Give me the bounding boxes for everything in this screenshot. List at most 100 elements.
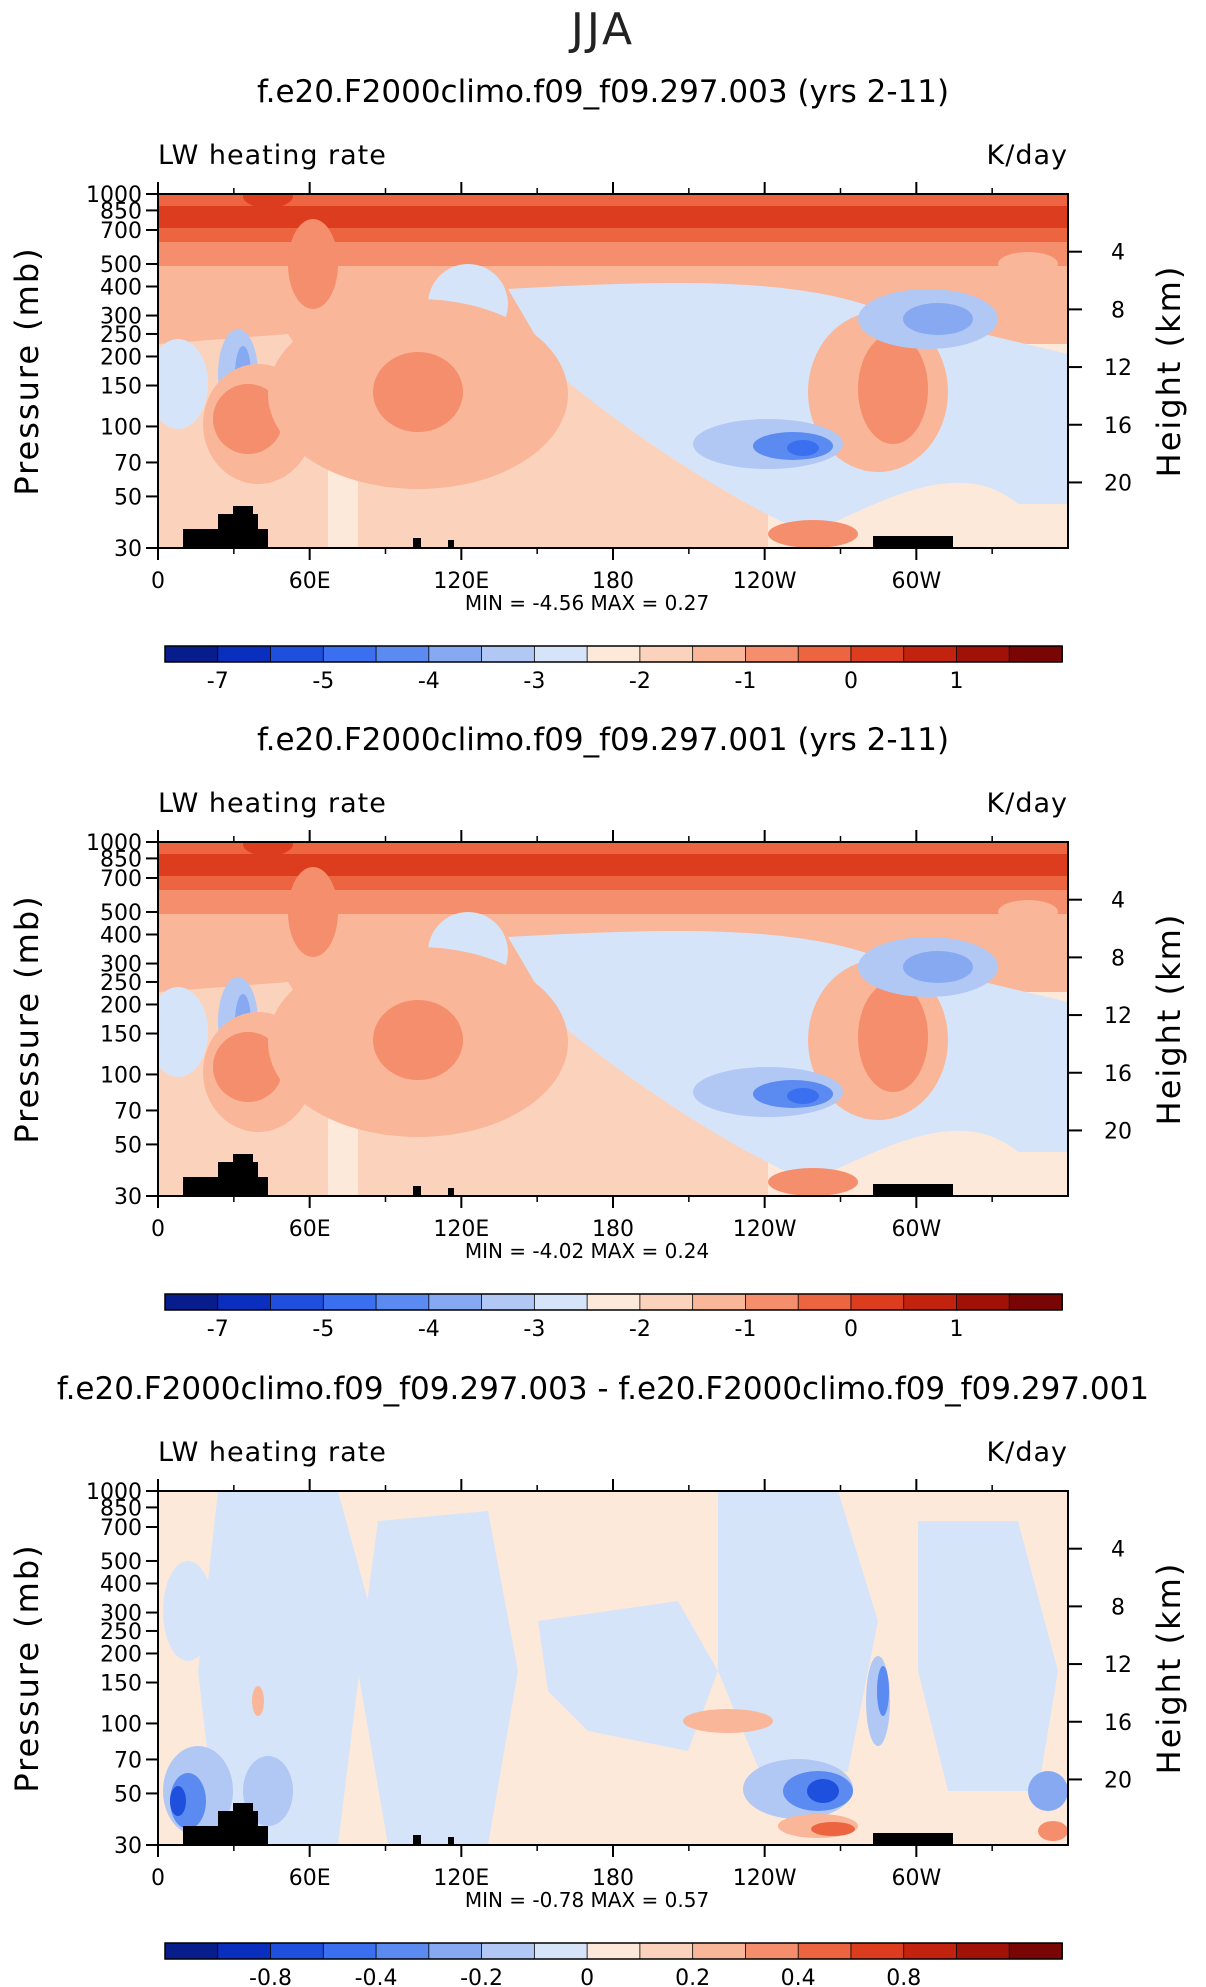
colorbar-swatch bbox=[956, 1293, 1011, 1311]
right-label: K/day bbox=[987, 140, 1068, 171]
colorbar-label: -0.4 bbox=[355, 1966, 398, 1987]
y-tick-label: 1000 bbox=[86, 831, 142, 856]
field-blob bbox=[163, 1561, 213, 1661]
colorbar-swatch bbox=[1008, 645, 1063, 663]
panel-title: f.e20.F2000climo.f09_f09.297.003 - f.e20… bbox=[56, 1371, 1150, 1407]
field-blob bbox=[787, 440, 819, 456]
height-tick-label: 12 bbox=[1104, 356, 1132, 381]
right-label: K/day bbox=[987, 1437, 1068, 1468]
colorbar-swatch bbox=[797, 1942, 852, 1960]
x-tick-label: 120W bbox=[733, 569, 797, 594]
x-tick-label: 180 bbox=[592, 1866, 634, 1891]
x-tick-label: 0 bbox=[151, 1866, 165, 1891]
y-tick-label: 400 bbox=[100, 924, 142, 949]
colorbar-swatch bbox=[270, 1293, 325, 1311]
y-tick-label: 1000 bbox=[86, 183, 142, 208]
x-tick-label: 60E bbox=[289, 1866, 331, 1891]
colorbar-label: -4 bbox=[418, 669, 440, 694]
upper-band bbox=[158, 206, 1068, 228]
y-tick-label: 100 bbox=[100, 1063, 142, 1088]
x-tick-label: 120E bbox=[433, 1217, 489, 1242]
y-tick-label: 30 bbox=[114, 1834, 142, 1859]
colorbar-swatch bbox=[956, 1942, 1011, 1960]
height-tick-label: 8 bbox=[1111, 1595, 1125, 1620]
height-tick-label: 12 bbox=[1104, 1653, 1132, 1678]
colorbar-swatch bbox=[533, 645, 589, 663]
page-title: JJA bbox=[570, 4, 636, 55]
field-shape bbox=[358, 1511, 518, 1845]
x-tick-label: 120W bbox=[733, 1866, 797, 1891]
y-tick-label: 500 bbox=[100, 1550, 142, 1575]
y-tick-label: 200 bbox=[100, 993, 142, 1018]
colorbar-swatch bbox=[375, 1293, 430, 1311]
colorbar-swatch bbox=[164, 1293, 219, 1311]
colorbar-frame bbox=[164, 1293, 1063, 1311]
colorbar-swatch bbox=[639, 1293, 694, 1311]
field-blob bbox=[787, 1088, 819, 1104]
min-max-stats: MIN = -4.56 MAX = 0.27 bbox=[465, 591, 709, 615]
y2-axis-label: Height (km) bbox=[1150, 913, 1188, 1126]
panel-1: f.e20.F2000climo.f09_f09.297.003 (yrs 2-… bbox=[0, 74, 1206, 694]
height-tick-label: 16 bbox=[1104, 1062, 1132, 1087]
colorbar-label: 1 bbox=[949, 1317, 963, 1342]
colorbar-swatch bbox=[956, 645, 1011, 663]
colorbar-label: 1 bbox=[949, 669, 963, 694]
height-tick-label: 4 bbox=[1111, 889, 1125, 914]
colorbar-label: -0.2 bbox=[460, 1966, 503, 1987]
field-blob bbox=[683, 1709, 773, 1733]
colorbar-swatch bbox=[586, 1942, 641, 1960]
y-tick-label: 50 bbox=[114, 1782, 142, 1807]
colorbar-label: -0.8 bbox=[249, 1966, 292, 1987]
heatmap-field bbox=[158, 842, 1068, 1196]
colorbar-label: -2 bbox=[629, 1317, 651, 1342]
y-tick-label: 150 bbox=[100, 1672, 142, 1697]
colorbar-swatch bbox=[745, 1293, 800, 1311]
colorbar-label: 0 bbox=[844, 1317, 858, 1342]
colorbar-swatch bbox=[428, 1293, 483, 1311]
land-mask bbox=[448, 1188, 454, 1196]
field-blob bbox=[903, 951, 973, 983]
colorbar-swatch bbox=[217, 1293, 272, 1311]
field-blob bbox=[373, 352, 463, 432]
land-mask bbox=[233, 1154, 253, 1194]
colorbar-swatch bbox=[1008, 1293, 1063, 1311]
y-tick-label: 300 bbox=[100, 305, 142, 330]
y-tick-label: 70 bbox=[114, 1099, 142, 1124]
y-tick-label: 100 bbox=[100, 1712, 142, 1737]
panel-2: f.e20.F2000climo.f09_f09.297.001 (yrs 2-… bbox=[0, 722, 1206, 1342]
field-shape bbox=[538, 1601, 718, 1751]
land-mask bbox=[448, 540, 454, 548]
colorbar-swatch bbox=[850, 1293, 905, 1311]
y-tick-label: 200 bbox=[100, 345, 142, 370]
height-tick-label: 20 bbox=[1104, 1768, 1132, 1793]
x-tick-label: 120E bbox=[433, 569, 489, 594]
field-blob bbox=[373, 1000, 463, 1080]
colorbar-label: -1 bbox=[734, 669, 756, 694]
colorbar-label: -4 bbox=[418, 1317, 440, 1342]
x-tick-label: 120E bbox=[433, 1866, 489, 1891]
y-tick-label: 250 bbox=[100, 323, 142, 348]
y-tick-label: 700 bbox=[100, 1516, 142, 1541]
colorbar-swatch bbox=[797, 1293, 852, 1311]
min-max-stats: MIN = -4.02 MAX = 0.24 bbox=[465, 1239, 709, 1263]
field-blob bbox=[807, 1779, 839, 1803]
colorbar-swatch bbox=[639, 1942, 694, 1960]
y-axis-label: Pressure (mb) bbox=[8, 246, 46, 495]
colorbar-swatch bbox=[164, 645, 219, 663]
land-mask bbox=[413, 538, 421, 548]
colorbar-swatch bbox=[481, 1293, 536, 1311]
colorbar-swatch bbox=[797, 645, 852, 663]
x-tick-label: 60W bbox=[891, 1866, 941, 1891]
y-tick-label: 150 bbox=[100, 375, 142, 400]
y-tick-label: 500 bbox=[100, 253, 142, 278]
field-blob bbox=[158, 987, 208, 1077]
colorbar-swatch bbox=[322, 1293, 377, 1311]
field-blob bbox=[903, 303, 973, 335]
field-blob bbox=[998, 252, 1058, 276]
colorbar-swatch bbox=[481, 645, 536, 663]
colorbar-swatch bbox=[322, 645, 377, 663]
colorbar-swatch bbox=[217, 1942, 272, 1960]
colorbar-swatch bbox=[745, 645, 800, 663]
field-blob bbox=[158, 339, 208, 429]
